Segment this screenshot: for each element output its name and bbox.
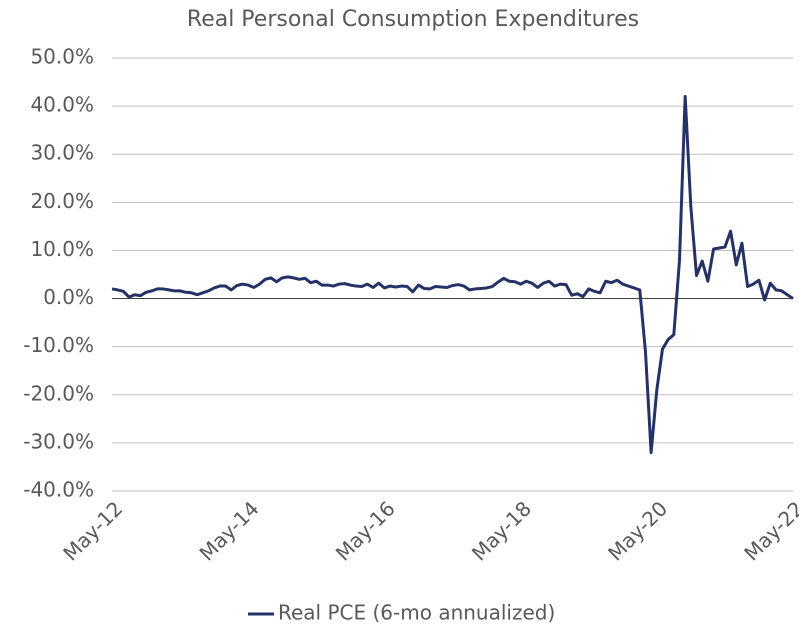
x-tick-label: May-22 xyxy=(739,496,799,565)
y-tick-label: 20.0% xyxy=(30,189,94,213)
y-tick-label: 40.0% xyxy=(30,93,94,117)
x-tick-label: May-14 xyxy=(195,496,264,565)
y-tick-label: 10.0% xyxy=(30,237,94,261)
y-tick-label: -20.0% xyxy=(23,381,94,405)
y-tick-label: 50.0% xyxy=(30,45,94,69)
legend-label: Real PCE (6-mo annualized) xyxy=(278,601,555,625)
y-tick-label: 30.0% xyxy=(30,141,94,165)
y-tick-label: -30.0% xyxy=(23,429,94,453)
y-tick-label: -10.0% xyxy=(23,333,94,357)
y-tick-label: 0.0% xyxy=(43,285,94,309)
x-tick-label: May-20 xyxy=(603,496,672,565)
line xyxy=(111,94,794,455)
x-tick-label: May-18 xyxy=(467,496,536,565)
chart-title: Real Personal Consumption Expenditures xyxy=(187,7,639,32)
y-tick-label: -40.0% xyxy=(23,478,94,502)
x-tick-label: May-16 xyxy=(331,496,400,565)
x-tick-label: May-12 xyxy=(58,496,127,565)
